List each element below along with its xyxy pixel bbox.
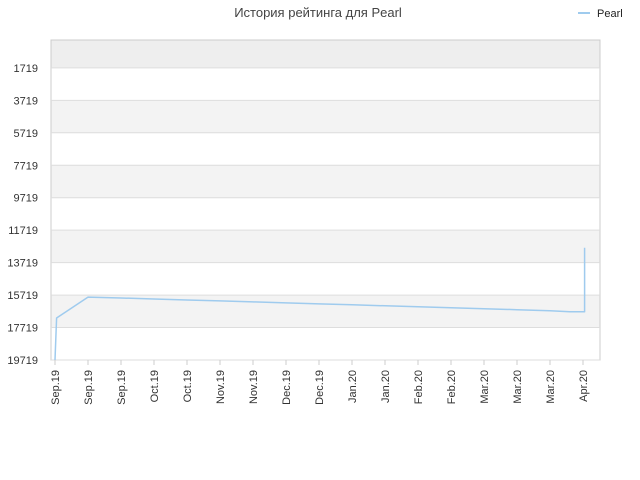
y-tick-label: 5719 bbox=[14, 128, 38, 140]
x-tick-label: Sep.19 bbox=[83, 370, 95, 405]
x-tick-label: Feb.20 bbox=[446, 370, 458, 404]
plot-band bbox=[51, 132, 600, 166]
x-tick-label: Jan.20 bbox=[380, 370, 392, 403]
y-tick-label: 15719 bbox=[7, 290, 38, 302]
plot-band bbox=[51, 262, 600, 296]
x-tick-label: Mar.20 bbox=[512, 370, 524, 404]
y-tick-label: 11719 bbox=[8, 225, 38, 237]
plot-band bbox=[51, 67, 600, 101]
legend-label: Pearl bbox=[597, 8, 623, 20]
x-tick-label: Dec.19 bbox=[281, 370, 293, 405]
x-tick-label: Mar.20 bbox=[479, 370, 491, 404]
plot-band bbox=[51, 40, 600, 68]
x-tick-label: Feb.20 bbox=[413, 370, 425, 404]
y-tick-label: 17719 bbox=[7, 323, 38, 335]
y-tick-label: 3719 bbox=[14, 95, 38, 107]
x-tick-label: Nov.19 bbox=[248, 370, 260, 404]
x-tick-label: Sep.19 bbox=[50, 370, 62, 405]
legend: Pearl bbox=[578, 8, 623, 20]
y-tick-label: 1719 bbox=[14, 63, 38, 75]
plot-background bbox=[50, 39, 601, 361]
y-tick-label: 9719 bbox=[14, 193, 38, 205]
x-tick-label: Mar.20 bbox=[545, 370, 557, 404]
plot-band bbox=[51, 197, 600, 231]
plot-band bbox=[51, 165, 600, 198]
x-tick-label: Dec.19 bbox=[314, 370, 326, 405]
plot-band bbox=[51, 100, 600, 133]
y-tick-label: 13719 bbox=[7, 258, 38, 270]
y-axis: 1719 3719 5719 7719 9719 11719 13719 15719 17719… bbox=[7, 63, 38, 367]
grid bbox=[51, 67, 600, 361]
x-tick-label: Jan.20 bbox=[347, 370, 359, 403]
plot-band bbox=[51, 230, 600, 263]
x-tick-label: Sep.19 bbox=[116, 370, 128, 405]
series-line-pearl bbox=[54, 247, 586, 361]
series-layer bbox=[54, 247, 586, 361]
y-tick-label: 7719 bbox=[14, 160, 38, 172]
plot-band bbox=[51, 295, 600, 328]
x-tick-label: Apr.20 bbox=[578, 370, 590, 402]
x-tick-label: Nov.19 bbox=[215, 370, 227, 404]
chart-title: История рейтинга для Pearl bbox=[234, 5, 402, 20]
y-tick-label: 19719 bbox=[7, 355, 38, 367]
x-axis: Sep.19 Sep.19 Sep.19 Oct.19 Oct.19 Nov.19 Nov.… bbox=[50, 360, 590, 405]
x-tick-label: Oct.19 bbox=[149, 370, 161, 402]
x-tick-label: Oct.19 bbox=[182, 370, 194, 402]
plot-band bbox=[51, 327, 600, 360]
